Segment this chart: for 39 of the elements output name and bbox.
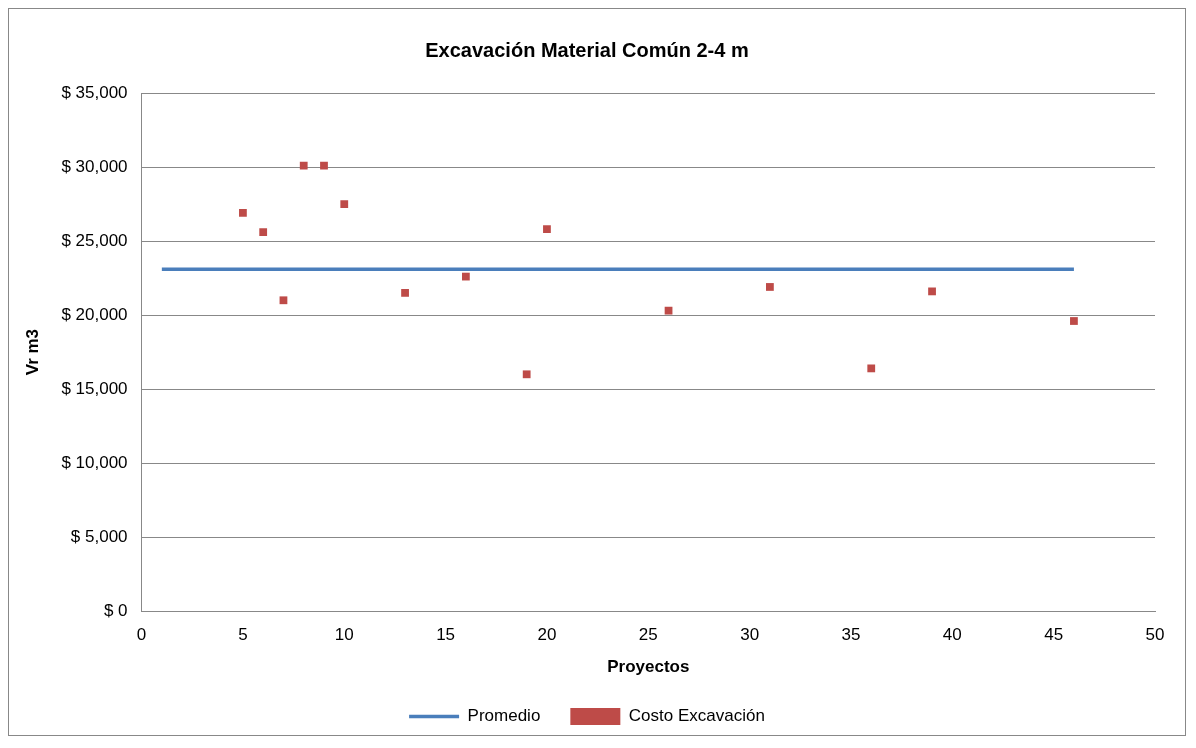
point: [461, 272, 470, 281]
point: [279, 296, 288, 305]
point: [1070, 317, 1078, 325]
y-tick-label: $ 25,000: [61, 230, 128, 250]
x-axis-title: Proyectos: [607, 657, 690, 677]
point: [299, 161, 308, 170]
point: [320, 161, 328, 170]
y-tick-label: $ 5,000: [70, 526, 128, 546]
x-tick-label: 15: [436, 625, 456, 645]
y-tick-label: $ 20,000: [61, 304, 128, 324]
y-tick-label: $ 35,000: [61, 82, 128, 102]
point: [401, 288, 409, 297]
x-tick-label: 10: [334, 625, 354, 645]
x-tick-label: 40: [942, 625, 962, 645]
point: [664, 306, 673, 315]
x-tick-label: 25: [638, 625, 658, 645]
y-tick-label: $ 0: [103, 600, 128, 620]
y-tick-label: $ 10,000: [61, 452, 128, 472]
point: [522, 370, 531, 379]
x-tick-label: 5: [238, 625, 248, 645]
legend-label: Costo Excavación: [628, 706, 765, 726]
point: [928, 287, 936, 296]
point: [543, 225, 551, 234]
chart-title: Excavación Material Común 2-4 m: [425, 38, 749, 61]
y-axis-title: Vr m3: [22, 328, 42, 376]
x-tick-label: 45: [1044, 625, 1064, 645]
x-tick-label: 20: [537, 625, 557, 645]
y-tick-label: $ 15,000: [61, 378, 128, 398]
point: [867, 364, 876, 373]
y-tick-label: $ 30,000: [61, 156, 128, 176]
x-tick-label: 50: [1145, 625, 1165, 645]
x-tick-label: 30: [740, 625, 760, 645]
point: [766, 283, 774, 291]
legend-label: Promedio: [467, 706, 541, 726]
point: [259, 228, 268, 237]
x-tick-label: 35: [841, 625, 861, 645]
x-tick-label: 0: [136, 625, 147, 645]
point: [239, 209, 247, 217]
point: [340, 200, 349, 208]
